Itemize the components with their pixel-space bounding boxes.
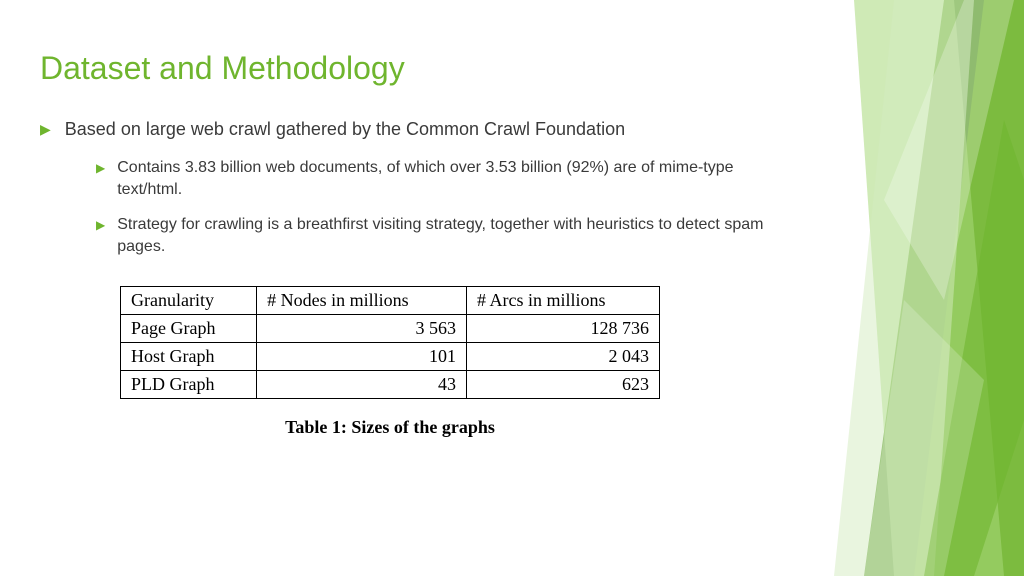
table-header: # Arcs in millions	[466, 286, 659, 314]
table-header-row: Granularity # Nodes in millions # Arcs i…	[121, 286, 660, 314]
data-table: Granularity # Nodes in millions # Arcs i…	[120, 286, 660, 399]
bullet-marker-icon: ▶	[96, 161, 105, 175]
table-header: Granularity	[121, 286, 257, 314]
table-cell: 2 043	[466, 342, 659, 370]
bullet-marker-icon: ▶	[96, 218, 105, 232]
table-row: PLD Graph 43 623	[121, 370, 660, 398]
bullet-level2: ▶ Contains 3.83 billion web documents, o…	[96, 157, 780, 200]
bullet-text: Strategy for crawling is a breathfirst v…	[117, 214, 780, 257]
table-cell: 128 736	[466, 314, 659, 342]
bullet-level1: ▶ Based on large web crawl gathered by t…	[40, 117, 780, 141]
bullet-text: Contains 3.83 billion web documents, of …	[117, 157, 780, 200]
table-cell: 3 563	[257, 314, 467, 342]
slide-decoration	[804, 0, 1024, 576]
table-cell: 101	[257, 342, 467, 370]
bullet-marker-icon: ▶	[40, 121, 51, 138]
table-cell: Page Graph	[121, 314, 257, 342]
table-header: # Nodes in millions	[257, 286, 467, 314]
data-table-container: Granularity # Nodes in millions # Arcs i…	[120, 286, 660, 438]
slide-content: Dataset and Methodology ▶ Based on large…	[0, 0, 820, 438]
table-cell: PLD Graph	[121, 370, 257, 398]
table-cell: Host Graph	[121, 342, 257, 370]
table-cell: 43	[257, 370, 467, 398]
bullet-text: Based on large web crawl gathered by the…	[65, 117, 625, 141]
table-caption: Table 1: Sizes of the graphs	[120, 417, 660, 438]
table-cell: 623	[466, 370, 659, 398]
bullet-level2: ▶ Strategy for crawling is a breathfirst…	[96, 214, 780, 257]
table-row: Host Graph 101 2 043	[121, 342, 660, 370]
table-row: Page Graph 3 563 128 736	[121, 314, 660, 342]
slide-title: Dataset and Methodology	[40, 50, 780, 87]
